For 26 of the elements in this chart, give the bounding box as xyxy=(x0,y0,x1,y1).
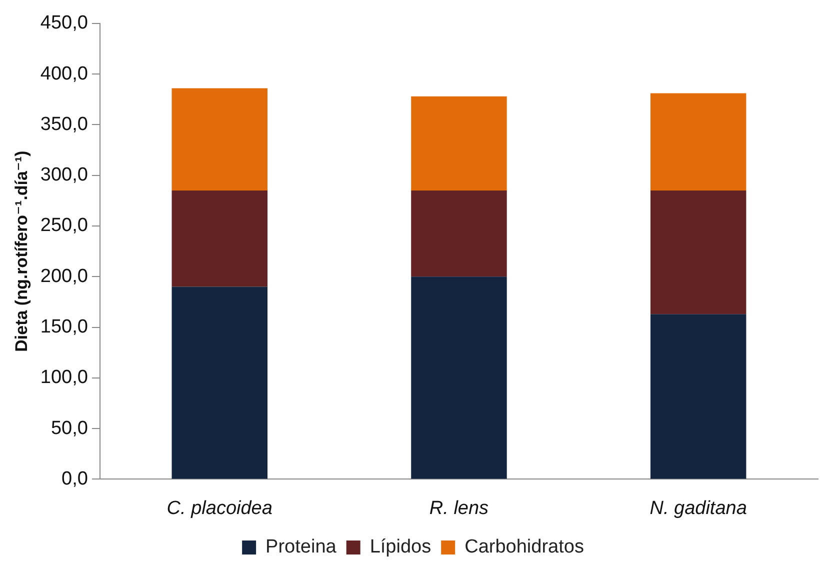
y-tick-label: 50,0 xyxy=(50,418,88,439)
x-tick-label: N. gaditana xyxy=(650,498,747,519)
legend-label: Carbohidratos xyxy=(464,536,584,558)
y-tick-label: 0,0 xyxy=(62,468,88,490)
bar xyxy=(650,314,746,479)
bar xyxy=(172,88,268,191)
y-tick-label: 350,0 xyxy=(40,114,88,135)
y-tick-label: 450,0 xyxy=(40,12,88,34)
bar xyxy=(650,93,746,191)
bar xyxy=(172,190,268,287)
y-tick-label: 250,0 xyxy=(40,215,88,236)
y-tick-label: 150,0 xyxy=(40,316,88,338)
y-tick-label: 100,0 xyxy=(40,367,88,388)
bar xyxy=(411,96,507,191)
y-tick-label: 400,0 xyxy=(40,63,88,84)
legend-label: Lípidos xyxy=(370,536,432,558)
legend-label: Proteina xyxy=(266,536,337,558)
x-tick-label: C. placoidea xyxy=(166,498,272,519)
x-tick-label: R. lens xyxy=(429,498,490,519)
bar xyxy=(650,190,746,314)
y-tick-label: 300,0 xyxy=(40,164,88,186)
bar xyxy=(411,276,507,479)
bar xyxy=(172,286,268,479)
y-axis-title: Dieta (ng.rotífero⁻¹.día⁻¹) xyxy=(12,150,31,352)
y-tick-label: 200,0 xyxy=(40,266,88,287)
bar xyxy=(411,190,507,277)
